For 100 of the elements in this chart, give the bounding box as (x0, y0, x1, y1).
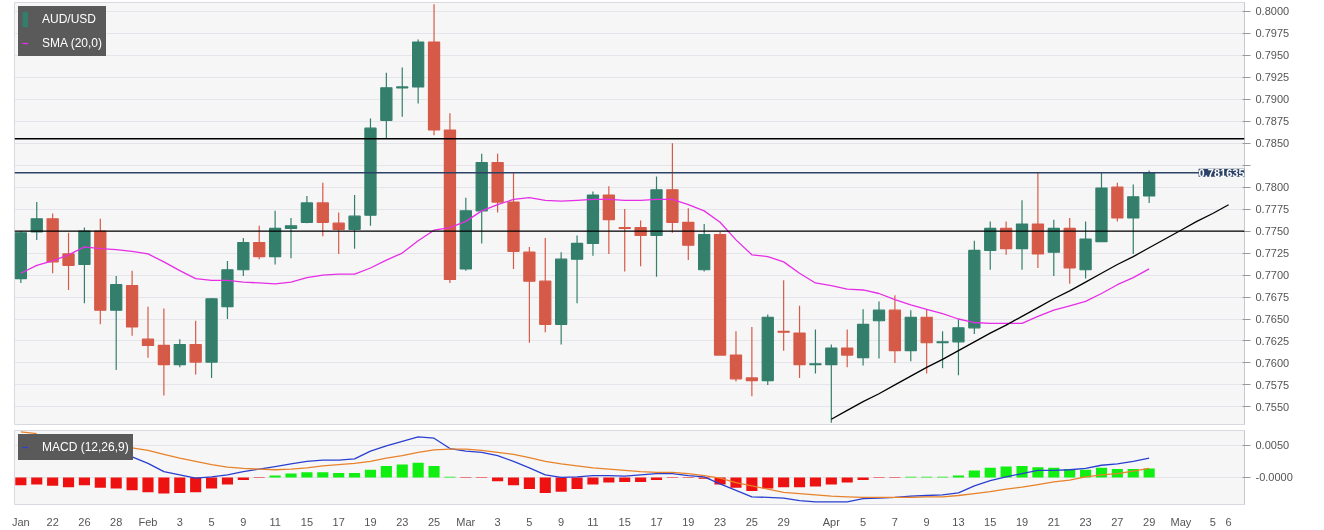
candlestick (348, 194, 361, 250)
category-label: May (1170, 515, 1192, 528)
category-label: 23 (1079, 515, 1092, 528)
candlestick (682, 207, 695, 261)
y-tick-label: 0.7725 (1255, 247, 1290, 260)
candlestick (936, 330, 949, 369)
y-tick-label: -0.0000 (1255, 471, 1293, 484)
bar (857, 477, 869, 481)
bar (412, 462, 424, 478)
category-label: 3 (494, 515, 501, 528)
bar (555, 477, 567, 492)
category-label: 23 (713, 515, 727, 528)
bar (78, 477, 90, 486)
bar (825, 477, 837, 485)
y-tick-label: 0.8000 (1255, 5, 1290, 18)
candlestick (777, 279, 790, 352)
bar (62, 477, 75, 488)
category-label: 5 (1209, 515, 1216, 528)
bar (650, 477, 663, 481)
category-label: 3 (176, 515, 183, 528)
candlestick (841, 328, 854, 368)
y-tick-label: 0.7625 (1255, 334, 1290, 347)
bar (174, 477, 186, 493)
category-label: Feb (138, 515, 158, 528)
category-label: 11 (269, 515, 281, 528)
bar (539, 477, 551, 493)
category-label: 17 (332, 515, 345, 528)
y-tick-label: 0.7950 (1255, 49, 1290, 62)
bar (635, 477, 647, 482)
category-label: 13 (952, 515, 965, 528)
candlestick (872, 300, 886, 360)
category-label: 5 (860, 515, 867, 528)
y-tick-label: 0.7925 (1255, 71, 1290, 84)
bar (396, 464, 408, 478)
category-label: 7 (891, 515, 898, 528)
category-label: 27 (1111, 515, 1124, 528)
y-tick-label: 0.0050 (1255, 439, 1290, 452)
category-label: 6 (1225, 515, 1232, 528)
y-tick-label: 0.7775 (1255, 203, 1290, 216)
line-series (131, 436, 1150, 503)
bar (793, 477, 806, 488)
category-label: 29 (1143, 515, 1156, 528)
bar (841, 477, 853, 483)
y-tick-label: 0.7975 (1255, 27, 1290, 40)
bar (984, 467, 996, 478)
bar (190, 477, 202, 493)
candlestick (745, 326, 759, 397)
legend-label: SMA (20,0) (42, 36, 103, 50)
candlestick (952, 318, 965, 376)
candlestick (825, 343, 838, 424)
category-label: 9 (923, 515, 930, 528)
bar (94, 477, 106, 488)
candlestick (157, 307, 171, 397)
bar (380, 465, 392, 478)
bar (221, 477, 234, 485)
bar (746, 477, 758, 491)
category-label: 17 (650, 515, 663, 528)
bar (205, 477, 218, 489)
bar (110, 477, 122, 489)
line-series (20, 197, 1150, 325)
category-label: 19 (682, 515, 695, 528)
bar (15, 477, 27, 486)
ref-line-label: 0.781635 (1198, 166, 1245, 179)
category-label: 9 (558, 515, 565, 528)
legend-label: MACD (12,26,9) (42, 440, 129, 454)
bar (301, 472, 313, 478)
candlestick (396, 66, 409, 118)
bar (523, 477, 535, 490)
bar (1143, 468, 1155, 478)
candlestick (809, 328, 822, 375)
candlestick (300, 195, 314, 224)
category-label: 5 (208, 515, 215, 528)
candlestick (253, 225, 266, 260)
bar (142, 477, 154, 493)
category-label: 11 (587, 515, 599, 528)
legend-label: AUD/USD (42, 12, 97, 26)
category-label: 29 (777, 515, 790, 528)
category-label: 26 (78, 515, 91, 528)
candlestick (284, 217, 298, 259)
candlestick (62, 232, 75, 291)
bar (428, 465, 440, 478)
category-label: 19 (1015, 515, 1029, 528)
bar (968, 470, 980, 478)
bar (237, 477, 249, 481)
bar (317, 472, 329, 478)
bar (809, 477, 821, 487)
category-label: 21 (1047, 515, 1060, 528)
bar (126, 477, 138, 491)
bar (492, 477, 504, 482)
bar (587, 477, 599, 485)
category-label: 9 (240, 515, 247, 528)
candlestick (570, 234, 584, 304)
bar (603, 477, 615, 483)
y-tick-label: 0.7875 (1255, 115, 1290, 128)
y-tick-label: 0.7750 (1255, 225, 1290, 238)
category-label: 19 (364, 515, 377, 528)
candlestick (173, 338, 186, 368)
bar (762, 477, 774, 489)
category-label: 28 (110, 515, 123, 528)
category-label: 15 (984, 515, 997, 528)
